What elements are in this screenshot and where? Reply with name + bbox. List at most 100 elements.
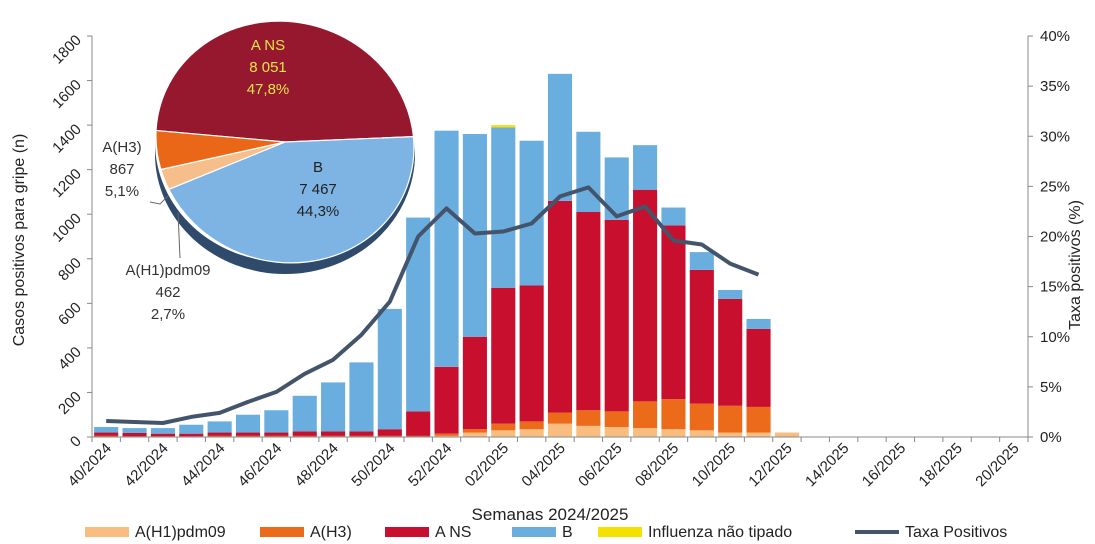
y-tick-label: 0 — [67, 433, 85, 451]
bar-b-04-2025 — [547, 73, 573, 201]
bar-a-ns-07-2025 — [633, 189, 658, 402]
bar-a-h1-pdm09-08-2025 — [661, 429, 686, 437]
bar-a-h3--05-2025 — [576, 410, 601, 426]
legend-label: A NS — [435, 524, 471, 541]
bar-a-h3--52-2024 — [434, 433, 459, 436]
plot-area — [94, 73, 799, 437]
bar-a-h1-pdm09-01-2025 — [462, 432, 487, 437]
y2-tick-label: 35% — [1040, 78, 1070, 95]
pie-label-b: B 7 467 44,3% — [297, 159, 340, 220]
x-tick-label: 10/2025 — [689, 440, 739, 490]
bar-b-09-2025 — [689, 252, 714, 270]
bar-b-07-2025 — [633, 145, 658, 190]
legend-label: A(H3) — [310, 524, 352, 541]
taxa-positivos-line — [106, 185, 760, 425]
bar-a-h1-pdm09-04-2025 — [547, 423, 573, 437]
x-tick-label: 08/2025 — [632, 440, 682, 490]
x-tick-label: 20/2025 — [972, 440, 1022, 490]
bar-a-h3--02-2025 — [491, 423, 516, 431]
bar-a-h3--08-2025 — [661, 399, 686, 430]
bar-a-h3--46-2024 — [264, 435, 289, 437]
bar-a-ns-41-2024 — [122, 432, 147, 437]
bar-a-ns-01-2025 — [462, 336, 487, 430]
x-tick-label: 04/2025 — [518, 440, 568, 490]
bar-a-ns-09-2025 — [689, 269, 714, 404]
bar-a-ns-40-2024 — [94, 432, 119, 436]
bar-a-h1-pdm09-11-2025 — [746, 432, 771, 437]
x-tick-label: 06/2025 — [575, 440, 625, 490]
y-tick-label: 1400 — [49, 121, 85, 157]
bar-a-ns-42-2024 — [150, 433, 175, 437]
pie-label-name: A NS — [251, 37, 285, 54]
bar-b-05-2025 — [576, 131, 601, 212]
bar-b-52-2024 — [434, 130, 459, 367]
bar-b-46-2024 — [264, 410, 289, 433]
y2-tick-label: 20% — [1040, 229, 1070, 246]
x-tick-label: 16/2025 — [859, 440, 909, 490]
bar-a-ns-51-2024 — [406, 411, 431, 436]
bar-a-h3--10-2025 — [718, 405, 743, 433]
pie-label-value: 462 — [155, 284, 180, 301]
y2-tick-label: 5% — [1040, 379, 1062, 396]
pie-label-a-h3-: A(H3) 867 5,1% — [102, 139, 141, 200]
bar-a-ns-46-2024 — [264, 432, 289, 436]
pie-label-value: 8 051 — [249, 59, 287, 76]
pie-label-percent: 5,1% — [105, 183, 139, 200]
bar-a-ns-08-2025 — [661, 225, 686, 400]
y2-tick-label: 0% — [1040, 429, 1062, 446]
bar-a-h1-pdm09-09-2025 — [689, 430, 714, 437]
bar-a-h3--49-2024 — [349, 435, 374, 437]
y2-tick-label: 25% — [1040, 178, 1070, 195]
bar-a-h1-pdm09-02-2025 — [491, 430, 516, 437]
x-tick-label: 48/2024 — [292, 440, 342, 490]
pie-label-percent: 44,3% — [297, 203, 340, 220]
x-tick-label: 52/2024 — [405, 440, 455, 490]
bar-b-47-2024 — [292, 395, 317, 432]
bar-b-02-2025 — [491, 127, 516, 288]
bar-b-10-2025 — [718, 289, 743, 299]
bar-a-h3--40-2024 — [94, 435, 119, 437]
bar-a-ns-04-2025 — [547, 200, 573, 413]
bar-a-h1-pdm09-03-2025 — [519, 429, 544, 437]
bar-a-h3--47-2024 — [292, 435, 317, 437]
bar-a-ns-50-2024 — [377, 429, 402, 436]
legend: A(H1)pdm09 A(H3) A NS B Influenza não tipado… — [85, 524, 1007, 541]
x-tick-label: 40/2024 — [65, 440, 115, 490]
y-tick-label: 200 — [55, 388, 85, 418]
bar-b-40-2024 — [94, 426, 119, 433]
bar-a-h3--11-2025 — [746, 406, 771, 433]
bar-a-h3--51-2024 — [406, 435, 431, 437]
pie-label-percent: 47,8% — [247, 81, 290, 98]
x-tick-label: 12/2025 — [745, 440, 795, 490]
pie-label-value: 867 — [109, 161, 134, 178]
bar-a-h3--50-2024 — [377, 435, 402, 437]
bar-a-h3--45-2024 — [235, 435, 261, 437]
legend-swatch — [512, 527, 556, 537]
x-tick-label: 18/2025 — [916, 440, 966, 490]
pie-leader-line — [177, 211, 181, 259]
legend-label: Influenza não tipado — [648, 524, 792, 541]
legend-swatch — [598, 527, 642, 537]
bar-a-ns-45-2024 — [235, 432, 261, 436]
bar-a-h3--44-2024 — [207, 435, 232, 437]
pie-label-a-ns: A NS 8 051 47,8% — [247, 37, 290, 98]
bar-a-h3--06-2025 — [604, 411, 629, 427]
bar-a-h3--01-2025 — [462, 429, 487, 433]
pie-label-value: 7 467 — [299, 181, 337, 198]
legend-label: Taxa Positivos — [905, 524, 1007, 541]
bar-b-43-2024 — [179, 424, 204, 434]
y-tick-label: 1600 — [49, 76, 85, 112]
legend-swatch — [385, 527, 429, 537]
bar-a-h1-pdm09-12-2025 — [774, 432, 799, 437]
bar-a-ns-43-2024 — [179, 433, 204, 437]
bar-b-49-2024 — [349, 362, 374, 432]
x-tick-label: 02/2025 — [462, 440, 512, 490]
bar-a-h1-pdm09-07-2025 — [633, 428, 658, 437]
bar-b-50-2024 — [377, 308, 402, 430]
y2-tick-label: 40% — [1040, 28, 1070, 45]
bar-a-h1-pdm09-06-2025 — [604, 426, 629, 437]
bar-a-ns-06-2025 — [604, 219, 629, 412]
x-tick-label: 44/2024 — [178, 440, 228, 490]
pie-label-name: A(H1)pdm09 — [125, 262, 210, 279]
bar-a-h3--48-2024 — [321, 435, 346, 437]
